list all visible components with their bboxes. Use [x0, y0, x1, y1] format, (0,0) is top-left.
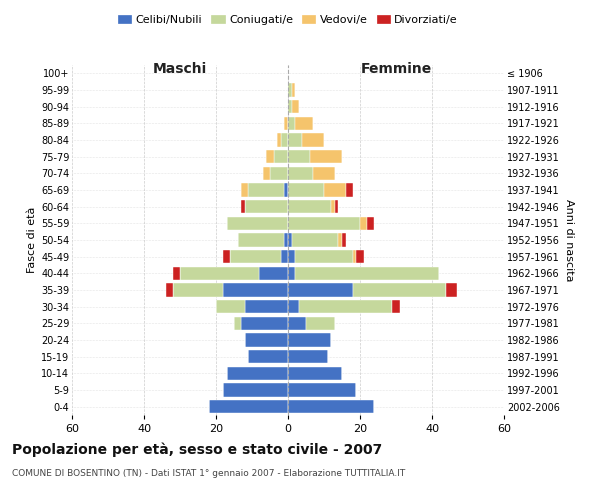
Text: COMUNE DI BOSENTINO (TN) - Dati ISTAT 1° gennaio 2007 - Elaborazione TUTTITALIA.: COMUNE DI BOSENTINO (TN) - Dati ISTAT 1°…: [12, 469, 405, 478]
Bar: [306, 316, 335, 330]
Y-axis label: Fasce di età: Fasce di età: [26, 207, 37, 273]
Bar: [284, 184, 288, 196]
Bar: [288, 250, 295, 264]
Bar: [270, 166, 288, 180]
Bar: [223, 384, 288, 396]
Y-axis label: Anni di nascita: Anni di nascita: [564, 198, 574, 281]
Bar: [335, 200, 338, 213]
Bar: [173, 266, 180, 280]
Bar: [346, 184, 353, 196]
Bar: [331, 200, 335, 213]
Bar: [227, 216, 288, 230]
Bar: [288, 400, 374, 413]
Bar: [288, 150, 310, 164]
Bar: [288, 266, 295, 280]
Text: Popolazione per età, sesso e stato civile - 2007: Popolazione per età, sesso e stato civil…: [12, 442, 382, 457]
Bar: [288, 116, 295, 130]
Bar: [266, 150, 274, 164]
Bar: [392, 300, 400, 314]
Bar: [223, 250, 230, 264]
Bar: [241, 200, 245, 213]
Bar: [259, 266, 288, 280]
Bar: [292, 84, 295, 96]
Bar: [248, 350, 288, 364]
Bar: [356, 250, 364, 264]
Bar: [277, 134, 281, 146]
Bar: [263, 166, 270, 180]
Bar: [209, 400, 288, 413]
Legend: Celibi/Nubili, Coniugati/e, Vedovi/e, Divorziati/e: Celibi/Nubili, Coniugati/e, Vedovi/e, Di…: [113, 10, 463, 29]
Bar: [241, 184, 248, 196]
Bar: [353, 284, 446, 296]
Bar: [241, 316, 288, 330]
Bar: [288, 366, 342, 380]
Bar: [234, 316, 241, 330]
Bar: [238, 234, 284, 246]
Bar: [446, 284, 457, 296]
Text: Maschi: Maschi: [153, 62, 207, 76]
Bar: [360, 216, 367, 230]
Bar: [353, 250, 356, 264]
Bar: [180, 266, 259, 280]
Bar: [274, 150, 288, 164]
Bar: [288, 300, 299, 314]
Bar: [295, 116, 313, 130]
Bar: [227, 366, 288, 380]
Bar: [288, 166, 313, 180]
Bar: [299, 300, 392, 314]
Text: Femmine: Femmine: [361, 62, 431, 76]
Bar: [248, 184, 284, 196]
Bar: [324, 184, 346, 196]
Bar: [295, 250, 353, 264]
Bar: [288, 84, 292, 96]
Bar: [288, 200, 331, 213]
Bar: [292, 100, 299, 114]
Bar: [367, 216, 374, 230]
Bar: [288, 134, 302, 146]
Bar: [288, 234, 292, 246]
Bar: [288, 384, 356, 396]
Bar: [245, 334, 288, 346]
Bar: [288, 316, 306, 330]
Bar: [295, 266, 439, 280]
Bar: [284, 116, 288, 130]
Bar: [284, 234, 288, 246]
Bar: [288, 100, 292, 114]
Bar: [288, 284, 353, 296]
Bar: [288, 216, 360, 230]
Bar: [310, 150, 342, 164]
Bar: [342, 234, 346, 246]
Bar: [173, 284, 223, 296]
Bar: [292, 234, 338, 246]
Bar: [245, 200, 288, 213]
Bar: [302, 134, 324, 146]
Bar: [166, 284, 173, 296]
Bar: [313, 166, 335, 180]
Bar: [216, 300, 245, 314]
Bar: [338, 234, 342, 246]
Bar: [223, 284, 288, 296]
Bar: [288, 350, 328, 364]
Bar: [288, 334, 331, 346]
Bar: [230, 250, 281, 264]
Bar: [281, 250, 288, 264]
Bar: [245, 300, 288, 314]
Bar: [281, 134, 288, 146]
Bar: [288, 184, 324, 196]
